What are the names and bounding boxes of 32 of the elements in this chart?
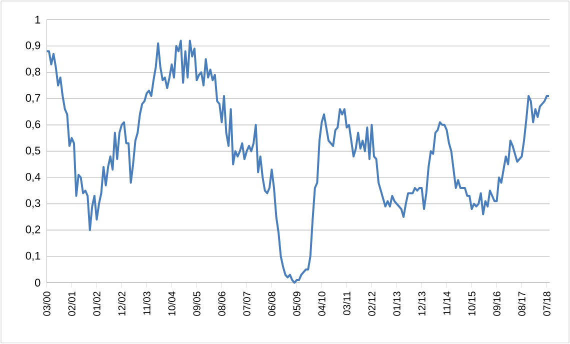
x-tick-label: 09/16	[493, 292, 500, 316]
x-tick-label: 10/04	[168, 292, 176, 316]
x-tick-label: 09/05	[193, 292, 200, 316]
x-tick-label: 11/14	[443, 292, 450, 315]
x-tick-label: 12/02	[118, 292, 126, 316]
y-tick-label: 0,1	[26, 252, 40, 261]
x-tick-label: 01/13	[393, 292, 400, 316]
x-tick-label: 01/02	[93, 292, 100, 316]
y-tick-label: 0,2	[26, 226, 40, 235]
x-tick-label: 03/00	[43, 292, 50, 316]
x-tick-label: 08/17	[518, 292, 526, 316]
x-tick-label: 08/06	[218, 292, 226, 316]
x-tick-label: 12/13	[418, 292, 426, 316]
y-tick-label: 1	[35, 16, 40, 24]
x-tick-label: 05/09	[293, 292, 300, 316]
x-tick-label: 02/01	[68, 292, 76, 316]
x-tick-label: 04/10	[318, 292, 326, 316]
y-tick-label: 0,6	[26, 120, 40, 130]
x-tick-label: 11/03	[143, 292, 150, 315]
x-tick-label: 10/15	[468, 292, 476, 316]
x-tick-label: 06/08	[268, 292, 276, 316]
y-tick-label: 0,5	[26, 146, 40, 156]
x-tick-label: 03/11	[343, 292, 350, 316]
x-tick-label: 07/07	[243, 292, 250, 316]
y-tick-label: 0,9	[26, 41, 40, 51]
y-tick-label: 0,7	[26, 94, 40, 104]
x-tick-label: 07/18	[543, 292, 550, 316]
y-tick-label: 0	[34, 278, 40, 287]
y-tick-label: 0,3	[26, 199, 40, 208]
y-tick-label: 0,4	[26, 172, 40, 182]
y-tick-label: 0,8	[26, 68, 40, 77]
x-tick-label: 02/12	[368, 292, 376, 316]
